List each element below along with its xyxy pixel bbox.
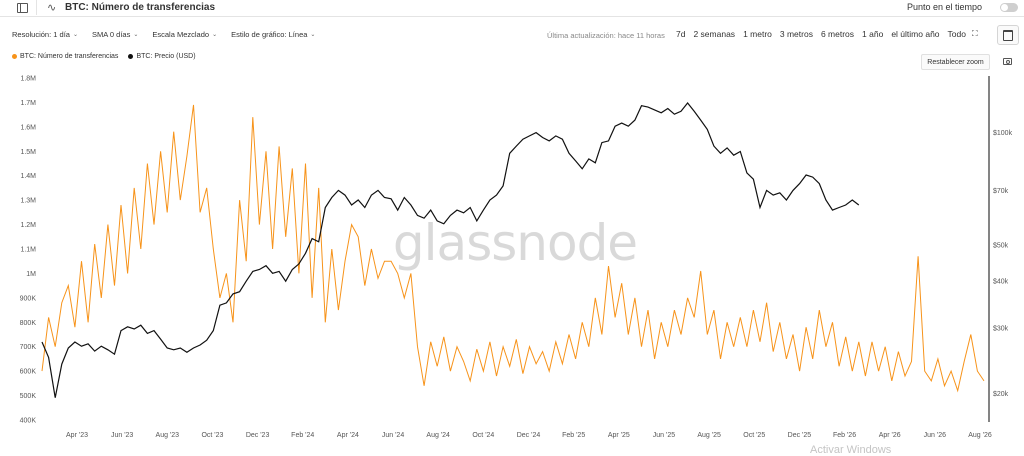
chart-legend: BTC: Número de transferencias BTC: Preci…	[12, 53, 196, 60]
y-right-tick: $20k	[993, 391, 1009, 398]
chart-style-select[interactable]: Estilo de gráfico: Línea ⌄	[231, 30, 315, 39]
x-tick: Aug '25	[697, 432, 721, 439]
range-6m[interactable]: 6 metros	[820, 29, 855, 39]
x-tick: Jun '23	[111, 432, 133, 439]
range-7d[interactable]: 7d	[676, 29, 686, 39]
legend-label-transfers: BTC: Número de transferencias	[20, 53, 119, 60]
legend-label-price: BTC: Precio (USD)	[136, 53, 196, 60]
x-tick: Aug '26	[968, 432, 992, 439]
legend-dot-transfers	[12, 54, 17, 59]
resolution-label: Resolución: 1 día	[12, 30, 70, 39]
x-tick: Oct '24	[472, 432, 494, 439]
sma-select[interactable]: SMA 0 días ⌄	[92, 30, 138, 39]
x-tick: Feb '24	[291, 432, 314, 439]
page-title: BTC: Número de transferencias	[65, 2, 216, 13]
x-tick: Aug '23	[156, 432, 180, 439]
left-axis: 1.8M 1.7M 1.6M 1.5M 1.4M 1.3M 1.2M 1.1M 1M 900K 80…	[20, 76, 37, 425]
calendar-icon	[1003, 29, 1013, 41]
chart-controls: Resolución: 1 día ⌄ SMA 0 días ⌄ Escala Me…	[12, 30, 315, 39]
scale-label: Escala Mezclado	[152, 30, 210, 39]
sidebar-toggle-icon	[16, 2, 28, 13]
x-tick: Oct '23	[201, 432, 223, 439]
x-tick: Oct '25	[743, 432, 765, 439]
range-2w[interactable]: 2 semanas	[693, 29, 736, 39]
y-left-tick: 700K	[20, 344, 37, 351]
y-left-tick: 1.6M	[20, 124, 36, 131]
legend-dot-price	[128, 54, 134, 59]
x-tick: Jun '25	[653, 432, 675, 439]
y-left-tick: 1.2M	[20, 222, 36, 229]
range-3m[interactable]: 3 metros	[779, 29, 813, 39]
y-right-tick: $70k	[993, 188, 1009, 195]
x-tick: Apr '24	[337, 432, 359, 439]
y-left-tick: 1M	[26, 271, 36, 278]
series-transfers-line	[41, 104, 985, 393]
right-axis: $100k $70k $50k $40k $30k $20k	[993, 130, 1013, 398]
x-tick: Dec '25	[788, 432, 812, 439]
chart-area: glassnode 1.8M1.7M1.6M1.5M1.4M1.3M1.2M1.…	[20, 76, 1013, 440]
x-tick: Apr '25	[608, 432, 630, 439]
x-tick: Jun '26	[924, 432, 946, 439]
y-right-tick: $50k	[993, 243, 1009, 250]
range-all[interactable]: Todo	[947, 29, 966, 39]
y-left-tick: 1.3M	[20, 198, 36, 205]
x-tick: Jun '24	[382, 432, 404, 439]
x-tick: Feb '25	[562, 432, 585, 439]
y-left-tick: 900K	[20, 295, 37, 302]
x-axis: Apr '23 Jun '23 Aug '23 Oct '23 Dec '23 Feb '…	[66, 432, 992, 439]
chevron-down-icon: ⌄	[212, 32, 218, 38]
range-1y[interactable]: 1 año	[862, 29, 884, 39]
watermark: glassnode	[393, 214, 637, 272]
y-right-tick: $40k	[993, 279, 1009, 286]
x-tick: Apr '26	[879, 432, 901, 439]
range-buttons: 7d 2 semanas 1 metro 3 metros 6 metros 1…	[672, 28, 982, 40]
x-tick: Apr '23	[66, 432, 88, 439]
camera-icon	[1002, 57, 1012, 65]
y-left-tick: 800K	[20, 320, 37, 327]
point-in-time-label: Punto en el tiempo	[906, 2, 982, 12]
last-updated-text: Última actualización: hace 11 horas	[547, 31, 665, 40]
screenshot-button[interactable]	[999, 54, 1015, 68]
chevron-down-icon: ⌄	[133, 32, 139, 38]
y-left-tick: 1.7M	[20, 100, 36, 107]
sidebar-toggle-button[interactable]	[8, 0, 37, 15]
y-left-tick: 1.8M	[20, 76, 36, 83]
y-right-tick: $30k	[993, 325, 1009, 332]
y-left-tick: 600K	[20, 369, 37, 376]
legend-item-transfers[interactable]: BTC: Número de transferencias	[12, 53, 118, 60]
range-1m[interactable]: 1 metro	[743, 29, 772, 39]
reset-zoom-button[interactable]: Restablecer zoom	[921, 54, 990, 70]
series-price-line	[41, 102, 860, 398]
x-tick: Dec '23	[246, 432, 270, 439]
windows-activation-overlay: Activar Windows	[810, 444, 892, 456]
legend-item-price[interactable]: BTC: Precio (USD)	[128, 53, 196, 60]
range-last-year[interactable]: el último año	[891, 29, 940, 39]
y-left-tick: 400K	[20, 418, 37, 425]
scale-select[interactable]: Escala Mezclado ⌄	[152, 30, 217, 39]
y-left-tick: 1.5M	[20, 149, 36, 156]
point-in-time-toggle[interactable]	[1000, 3, 1018, 12]
zoom-select-icon[interactable]: ⛶	[971, 29, 978, 38]
y-left-tick: 1.1M	[20, 247, 36, 254]
x-tick: Dec '24	[517, 432, 541, 439]
chart-style-label: Estilo de gráfico: Línea	[231, 30, 308, 39]
sma-label: SMA 0 días	[91, 30, 131, 39]
chevron-down-icon: ⌄	[72, 32, 78, 38]
pulse-icon: ∿	[47, 2, 57, 14]
resolution-select[interactable]: Resolución: 1 día ⌄	[12, 30, 78, 39]
y-left-tick: 1.4M	[20, 173, 36, 180]
calendar-button[interactable]	[997, 25, 1019, 45]
x-tick: Aug '24	[426, 432, 450, 439]
x-tick: Feb '26	[833, 432, 856, 439]
y-left-tick: 500K	[20, 393, 37, 400]
y-right-tick: $100k	[993, 130, 1013, 137]
top-bar: ∿ BTC: Número de transferencias Punto en…	[0, 0, 1024, 17]
chevron-down-icon: ⌄	[310, 32, 316, 38]
